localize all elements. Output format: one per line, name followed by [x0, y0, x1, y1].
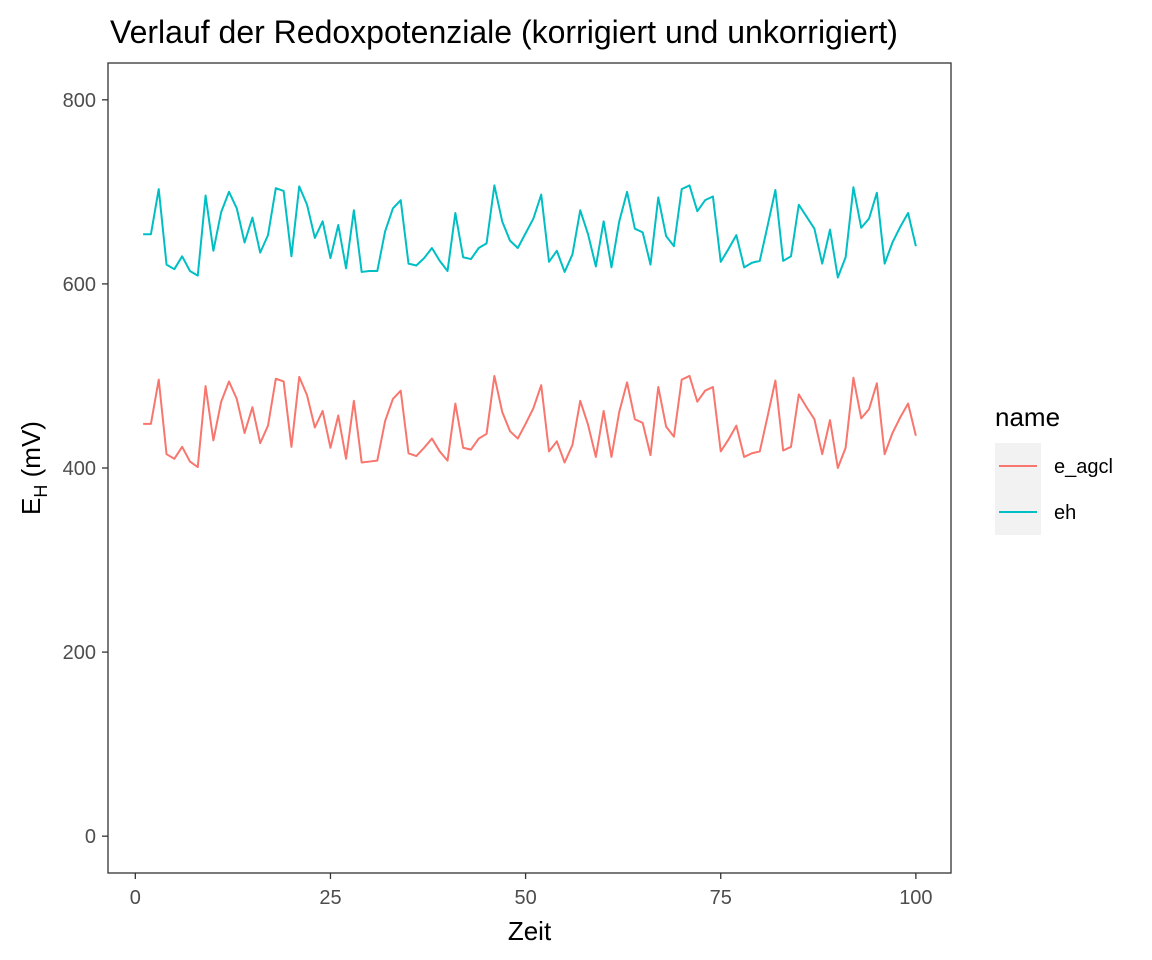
plot-panel-border: [107, 62, 952, 874]
x-tick-label: 0: [130, 887, 141, 909]
y-tick-label: 800: [63, 90, 96, 112]
y-tick-label: 200: [63, 642, 96, 664]
series-line-e-agcl: [143, 374, 917, 469]
y-axis-title-unit: (mV): [16, 421, 46, 485]
x-tick-label: 75: [710, 887, 732, 909]
y-axis-title: EH (mV): [16, 421, 51, 515]
legend-title: name: [995, 402, 1060, 432]
y-tick-label: 400: [63, 458, 96, 480]
plot-series: [143, 184, 917, 469]
y-axis-title-main: E: [16, 498, 46, 515]
y-axis-title-subscript: H: [31, 485, 51, 498]
x-tick-label: 100: [899, 887, 932, 909]
x-axis-title: Zeit: [508, 916, 552, 946]
chart-title: Verlauf der Redoxpotenziale (korrigiert …: [110, 14, 898, 50]
y-axis: 0 200 400 600 800: [63, 90, 108, 848]
x-tick-label: 50: [514, 887, 536, 909]
x-axis: 0 25 50 75 100: [130, 873, 933, 909]
x-tick-label: 25: [319, 887, 341, 909]
series-line-eh: [143, 184, 917, 279]
legend-label: e_agcl: [1054, 456, 1113, 478]
legend-label: eh: [1054, 502, 1076, 524]
y-tick-label: 600: [63, 274, 96, 296]
y-tick-label: 0: [85, 826, 96, 848]
